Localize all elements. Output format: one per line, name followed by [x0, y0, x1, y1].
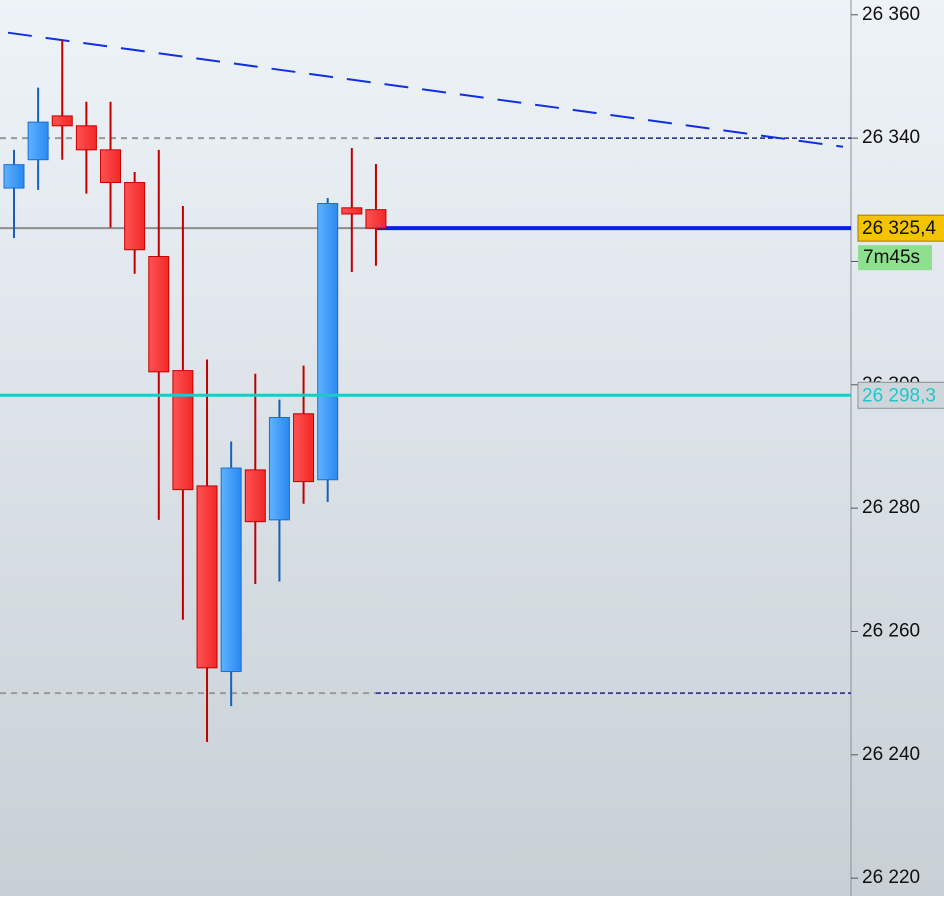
candle-body: [27, 121, 49, 161]
y-tick-label: 26 280: [862, 497, 920, 518]
y-tick-label: 26 260: [862, 620, 920, 641]
candle-body: [51, 115, 73, 127]
timer: 7m45s: [863, 247, 920, 268]
candle-body: [341, 207, 363, 215]
y-tick-label: 26 220: [862, 867, 920, 888]
candle-body: [220, 467, 242, 673]
price-label: 26 325,4: [862, 218, 936, 239]
timer-box: [858, 245, 932, 271]
y-tick-label: 26 360: [862, 4, 920, 25]
candle-body: [244, 469, 266, 523]
candle-body: [268, 416, 290, 521]
candle-body: [3, 164, 25, 189]
y-tick-label: 26 340: [862, 127, 920, 148]
candle-body: [172, 370, 194, 491]
candle-body: [148, 256, 170, 373]
trendline: [7, 31, 844, 148]
price-label-box: [857, 214, 944, 242]
level-label-box: [857, 381, 944, 409]
candle-body: [75, 125, 97, 151]
candle-body: [124, 182, 146, 251]
level-label: 26 298,3: [862, 385, 936, 406]
candle-body: [293, 413, 315, 483]
y-tick-label: 26 240: [862, 744, 920, 765]
candle-body: [365, 209, 387, 229]
candle-body: [317, 202, 339, 481]
candle-body: [100, 149, 122, 184]
candle-body: [196, 485, 218, 669]
